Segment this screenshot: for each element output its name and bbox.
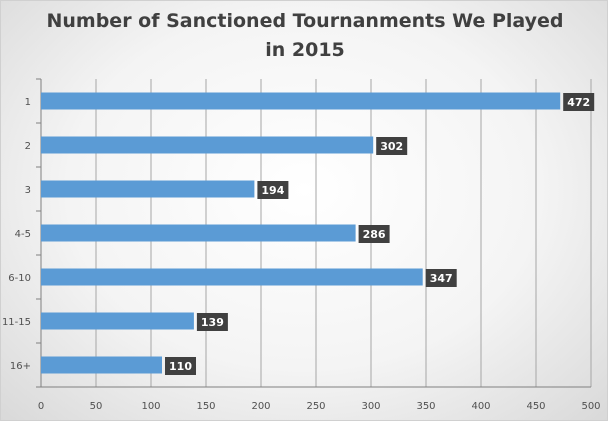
bar-1 — [41, 136, 374, 154]
data-label-5: 139 — [201, 316, 224, 329]
data-label-box-2 — [257, 181, 289, 199]
chart-title: Number of Sanctioned Tournanments We Pla… — [1, 7, 608, 65]
data-label-3: 286 — [363, 228, 386, 241]
bar-6 — [41, 356, 162, 374]
x-tick-label-1: 50 — [90, 401, 103, 412]
chart-title-line-2: in 2015 — [265, 39, 345, 61]
data-label-6: 110 — [169, 360, 192, 373]
y-tick-label-0: 1 — [25, 97, 31, 108]
bar-5 — [41, 312, 194, 330]
x-tick-label-9: 450 — [526, 401, 545, 412]
x-tick-label-8: 400 — [471, 401, 490, 412]
y-tick-label-3: 4-5 — [15, 229, 31, 240]
y-tick-label-2: 3 — [25, 185, 31, 196]
bar-0 — [41, 92, 561, 110]
y-tick-label-5: 11-15 — [2, 317, 31, 328]
data-label-box-5 — [196, 313, 228, 331]
x-tick-label-6: 300 — [361, 401, 380, 412]
data-label-0: 472 — [567, 96, 590, 109]
bar-4 — [41, 268, 423, 286]
x-tick-label-10: 500 — [581, 401, 600, 412]
x-tick-label-2: 100 — [141, 401, 160, 412]
x-tick-label-3: 150 — [196, 401, 215, 412]
data-label-box-6 — [165, 357, 196, 375]
bar-3 — [41, 224, 356, 242]
data-label-box-0 — [563, 93, 595, 111]
data-label-1: 302 — [380, 140, 403, 153]
data-label-box-3 — [358, 225, 390, 243]
y-tick-label-6: 16+ — [10, 361, 31, 372]
x-tick-label-7: 350 — [416, 401, 435, 412]
data-label-box-4 — [425, 269, 457, 287]
data-label-box-1 — [376, 137, 408, 155]
data-label-4: 347 — [430, 272, 453, 285]
data-label-2: 194 — [261, 184, 284, 197]
y-tick-label-1: 2 — [25, 141, 31, 152]
x-tick-label-4: 200 — [251, 401, 270, 412]
chart-title-line-1: Number of Sanctioned Tournanments We Pla… — [46, 10, 564, 32]
x-tick-label-5: 250 — [306, 401, 325, 412]
y-tick-label-4: 6-10 — [8, 273, 31, 284]
x-tick-label-0: 0 — [38, 401, 44, 412]
bar-2 — [41, 180, 255, 198]
